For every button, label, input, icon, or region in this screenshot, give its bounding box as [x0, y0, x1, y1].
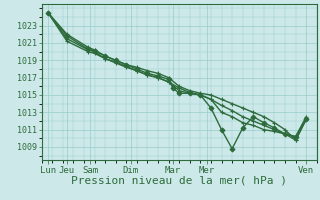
- X-axis label: Pression niveau de la mer( hPa ): Pression niveau de la mer( hPa ): [71, 176, 287, 186]
